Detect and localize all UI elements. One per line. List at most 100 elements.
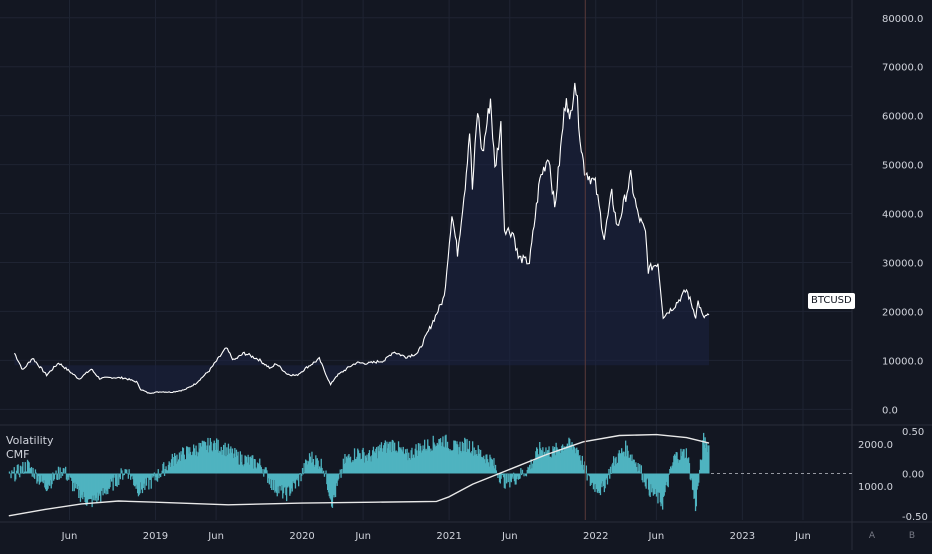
cmf-bar (521, 474, 522, 476)
indicator-legend: Volatility CMF (6, 434, 54, 462)
time-tick-label: Jun (648, 531, 665, 542)
cmf-bar (154, 473, 155, 474)
cmf-bar (51, 474, 52, 485)
cmf-bar (304, 463, 305, 473)
cmf-bar (19, 474, 20, 478)
cmf-bar (611, 474, 612, 475)
cmf-tick-label: -0.50 (902, 512, 928, 523)
volatility-tick-label: 2000.0 (858, 440, 893, 451)
cmf-bar (36, 473, 37, 474)
volatility-tick-label: 1000.0 (858, 482, 893, 493)
price-tick-label: 40000.0 (882, 210, 923, 221)
cmf-bar (57, 474, 58, 481)
cmf-bar (164, 474, 165, 477)
cmf-bar (32, 468, 33, 474)
cmf-bar (340, 474, 341, 478)
cmf-bar (62, 474, 63, 476)
cmf-bar (262, 469, 263, 473)
cmf-bar (158, 469, 159, 473)
cmf-bar (301, 474, 302, 476)
indicator-name-volatility[interactable]: Volatility (6, 434, 54, 448)
cmf-bar (120, 474, 121, 480)
time-tick-label: 2019 (143, 531, 168, 542)
time-tick-label: Jun (501, 531, 518, 542)
price-label-badge: BTCUSD (808, 293, 855, 309)
corner-button-a[interactable]: A (865, 529, 879, 543)
cmf-bar (18, 464, 19, 473)
cmf-bar (608, 474, 609, 476)
indicator-name-cmf[interactable]: CMF (6, 448, 54, 462)
cmf-bar (20, 466, 21, 474)
cmf-bar (263, 474, 264, 477)
cmf-bar (300, 473, 301, 474)
cmf-bar (608, 469, 609, 474)
time-tick-label: Jun (61, 531, 78, 542)
time-tick-label: 2020 (289, 531, 314, 542)
cmf-bar (522, 470, 523, 474)
cmf-bar (32, 474, 33, 477)
cmf-bar (506, 474, 507, 484)
cmf-bar (151, 474, 152, 489)
cmf-bar (513, 473, 514, 474)
cmf-bar (689, 463, 690, 473)
cmf-tick-label: 0.50 (902, 427, 924, 438)
cmf-bar (63, 468, 64, 473)
price-tick-label: 20000.0 (882, 307, 923, 318)
cmf-bar (128, 474, 129, 479)
cmf-bar (34, 474, 35, 479)
cmf-bar (61, 472, 62, 474)
time-tick-label: 2021 (436, 531, 461, 542)
cmf-bar (59, 474, 60, 480)
time-tick-label: Jun (354, 531, 371, 542)
cmf-bar (668, 474, 669, 475)
price-tick-label: 70000.0 (882, 63, 923, 74)
cmf-tick-label: 0.00 (902, 470, 924, 481)
cmf-bar (298, 474, 299, 487)
price-tick-label: 30000.0 (882, 258, 923, 269)
cmf-bar (161, 474, 162, 475)
cmf-bar (341, 469, 342, 473)
cmf-bar (508, 474, 509, 483)
cmf-bar (121, 470, 122, 473)
price-tick-label: 80000.0 (882, 14, 923, 25)
cmf-bar (587, 474, 588, 481)
cmf-bar (668, 474, 669, 488)
time-tick-label: Jun (207, 531, 224, 542)
cmf-bar (339, 474, 340, 475)
cmf-bar (299, 474, 300, 475)
cmf-bar (698, 474, 699, 483)
cmf-bar (117, 474, 118, 487)
cmf-bar (325, 474, 326, 475)
cmf-bar (31, 467, 32, 474)
cmf-bar (586, 466, 587, 474)
cmf-bar (302, 468, 303, 474)
time-tick-label: 2022 (583, 531, 608, 542)
cmf-bar (261, 467, 262, 473)
corner-button-b[interactable]: B (905, 529, 919, 543)
cmf-bar (157, 474, 158, 482)
cmf-bar (52, 473, 53, 474)
cmf-bar (65, 467, 66, 474)
cmf-bar (303, 474, 304, 475)
cmf-bar (126, 470, 127, 474)
price-tick-label: 50000.0 (882, 161, 923, 172)
cmf-bar (266, 470, 267, 473)
cmf-bar (124, 474, 125, 476)
cmf-bar (642, 474, 643, 483)
price-tick-label: 60000.0 (882, 112, 923, 123)
cmf-bar (60, 474, 61, 479)
cmf-bar (512, 474, 513, 479)
cmf-bar (163, 462, 164, 473)
cmf-bar (641, 465, 642, 473)
cmf-bar (520, 468, 521, 473)
cmf-bar (22, 462, 23, 474)
cmf-bar (519, 474, 520, 479)
time-tick-label: Jun (794, 531, 811, 542)
cmf-bar (708, 445, 709, 473)
cmf-bar (55, 471, 56, 474)
cmf-bar (10, 474, 11, 479)
cmf-bar (526, 474, 527, 477)
cmf-bar (15, 474, 16, 480)
